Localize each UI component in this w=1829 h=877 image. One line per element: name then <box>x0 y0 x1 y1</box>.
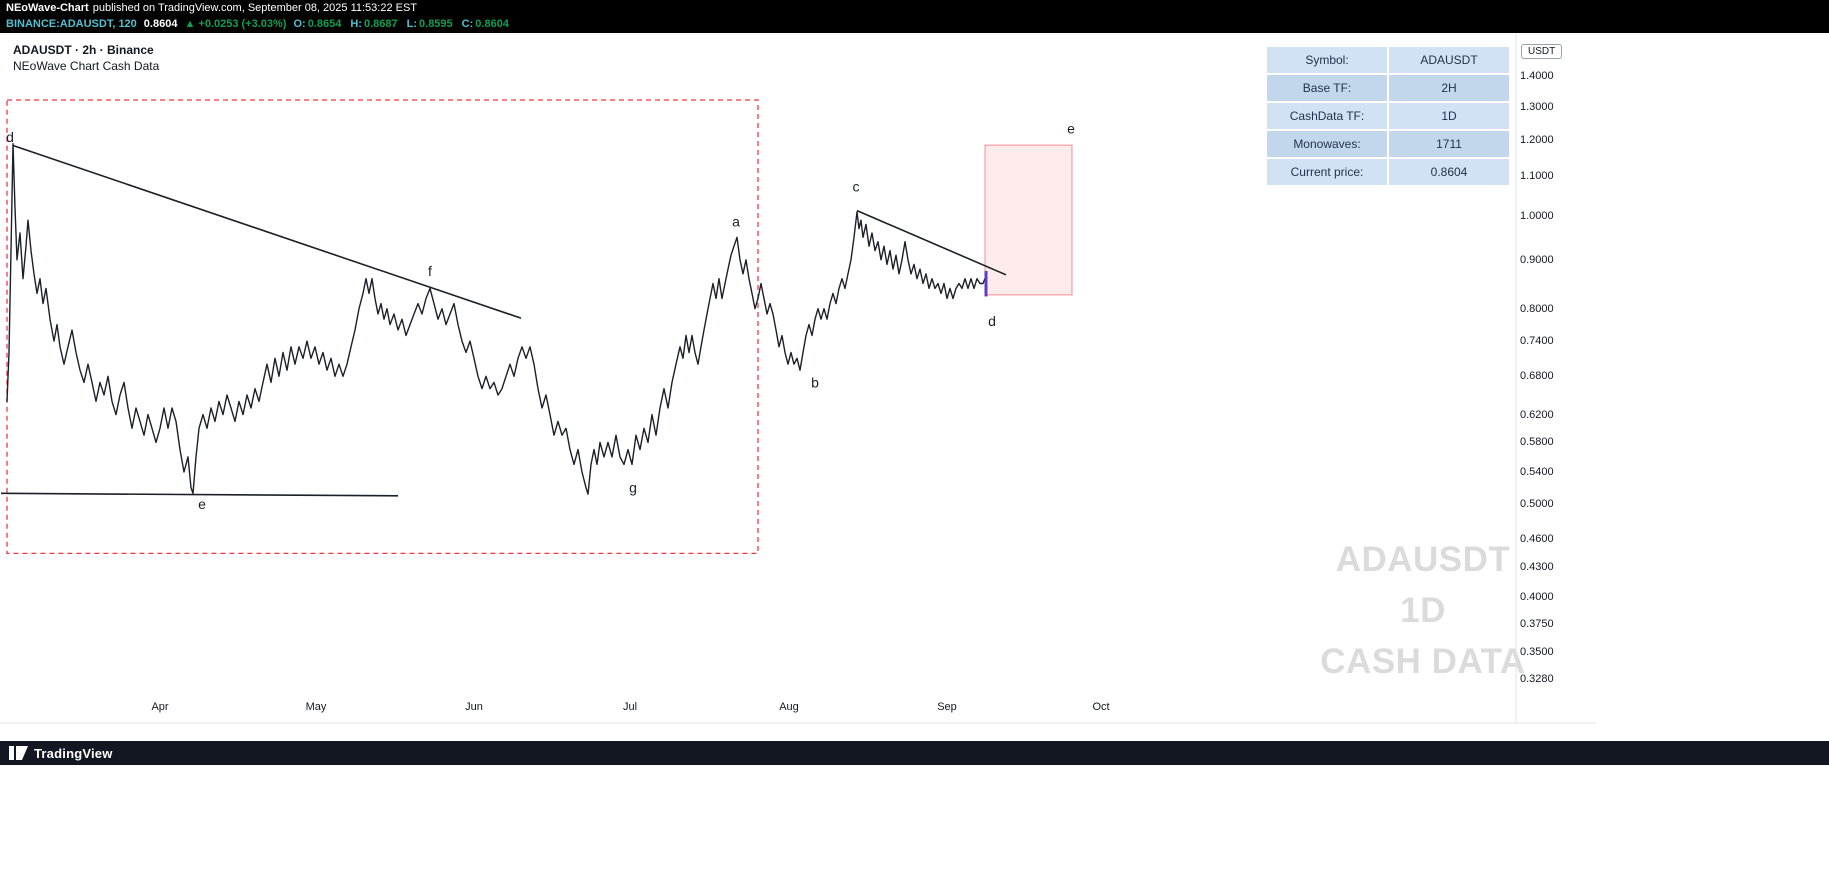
time-axis-label: Oct <box>1092 701 1110 713</box>
price-change-label: ▲ +0.0253 (+3.03%) <box>184 18 287 30</box>
price-axis-label: 0.8000 <box>1520 303 1554 315</box>
info-table-row: Current price: 0.8604 <box>1267 159 1509 185</box>
ohlc-values: O: 0.8654 H: 0.8687 L: 0.8595 C: 0.8604 <box>293 16 508 33</box>
price-axis-label: 0.6200 <box>1520 409 1554 421</box>
publish-bar: NEoWave-Chart published on TradingView.co… <box>0 0 1829 16</box>
time-axis-label: May <box>305 701 327 713</box>
price-axis-label: 0.5000 <box>1520 498 1554 510</box>
chart-watermark: ADAUSDT 1D CASH DATA <box>1233 534 1613 687</box>
info-table-label: Base TF: <box>1267 75 1387 101</box>
ohlc-label: H: <box>350 18 362 30</box>
publish-info: published on TradingView.com, September … <box>92 2 418 14</box>
tradingview-logo-icon <box>9 746 28 760</box>
ohlc-value: 0.8654 <box>307 18 342 30</box>
price-axis-label: 0.3750 <box>1520 618 1554 630</box>
price-axis-label: 0.4000 <box>1520 591 1554 603</box>
ohlc-h: H: 0.8687 <box>350 16 397 33</box>
price-axis-label: 0.3500 <box>1520 646 1554 658</box>
info-table-value: 2H <box>1389 75 1509 101</box>
tradingview-link[interactable]: TradingView <box>9 746 113 761</box>
projection-box <box>984 144 1073 296</box>
price-axis-label: 1.2000 <box>1520 134 1554 146</box>
price-axis: 1.4000 1.3000 1.2000 1.1000 1.0000 0.9000 0.80… <box>1520 0 1596 877</box>
price-axis-label: 1.4000 <box>1520 70 1554 82</box>
trend-line <box>856 209 1007 276</box>
publisher-name: NEoWave-Chart <box>6 2 89 14</box>
wave-label: a <box>732 213 740 229</box>
ohlc-value: 0.8604 <box>475 18 509 30</box>
price-axis-unit: USDT <box>1521 44 1563 59</box>
wave-label: e <box>198 496 206 512</box>
quote-bar: BINANCE:ADAUSDT, 120 0.8604 ▲ +0.0253 (+… <box>0 16 1829 33</box>
trend-line <box>0 492 399 497</box>
wave-label: b <box>811 374 819 390</box>
info-table-row: Base TF: 2H <box>1267 75 1509 101</box>
price-axis-label: 0.9000 <box>1520 254 1554 266</box>
footer-bar: TradingView <box>0 741 1829 765</box>
tradingview-brand: TradingView <box>34 745 113 761</box>
symbol-interval-label: BINANCE:ADAUSDT, 120 <box>6 18 137 30</box>
wave-label: f <box>428 263 432 279</box>
ohlc-c: C: 0.8604 <box>462 16 509 33</box>
time-axis: Apr May Jun Jul Aug Sep Oct <box>0 701 1516 717</box>
info-table-label: Current price: <box>1267 159 1387 185</box>
chart-title: ADAUSDT · 2h · Binance <box>13 43 154 57</box>
info-table-row: Monowaves: 1711 <box>1267 131 1509 157</box>
price-axis-label: 1.1000 <box>1520 170 1554 182</box>
price-axis-label: 0.4300 <box>1520 561 1554 573</box>
ohlc-o: O: 0.8654 <box>293 16 341 33</box>
price-axis-label: 0.6800 <box>1520 370 1554 382</box>
wave-label: d <box>6 129 14 145</box>
watermark-type: CASH DATA <box>1320 642 1526 681</box>
ohlc-value: 0.8595 <box>419 18 453 30</box>
wave-label: e <box>1067 121 1075 137</box>
info-table-label: Monowaves: <box>1267 131 1387 157</box>
price-axis-label: 0.5800 <box>1520 436 1554 448</box>
wave-label: c <box>853 179 860 195</box>
wave-label: g <box>629 480 637 496</box>
ohlc-label: L: <box>406 18 418 30</box>
ohlc-value: 0.8687 <box>363 18 398 30</box>
price-axis-label: 0.4600 <box>1520 533 1554 545</box>
time-axis-label: Sep <box>937 701 957 713</box>
ohlc-l: L: 0.8595 <box>407 16 453 33</box>
info-table-row: Symbol: ADAUSDT <box>1267 47 1509 73</box>
price-axis-label: 1.3000 <box>1520 101 1554 113</box>
wave-label: d <box>988 313 996 329</box>
info-table-label: CashData TF: <box>1267 103 1387 129</box>
ohlc-label: O: <box>293 18 306 30</box>
info-table-label: Symbol: <box>1267 47 1387 73</box>
last-price-label: 0.8604 <box>143 18 178 30</box>
watermark-timeframe: 1D <box>1400 591 1446 630</box>
chart-legend: ADAUSDT · 2h · Binance NEoWave Chart Cas… <box>13 43 159 75</box>
watermark-symbol: ADAUSDT <box>1335 540 1511 579</box>
info-table-value: 1711 <box>1389 131 1509 157</box>
time-axis-label: Apr <box>151 701 169 713</box>
info-table-value: 0.8604 <box>1389 159 1509 185</box>
info-table-value: 1D <box>1389 103 1509 129</box>
price-axis-label: 0.7400 <box>1520 335 1554 347</box>
price-axis-label: 1.0000 <box>1520 210 1554 222</box>
info-table-row: CashData TF: 1D <box>1267 103 1509 129</box>
info-table-value: ADAUSDT <box>1389 47 1509 73</box>
price-line <box>6 142 986 495</box>
info-table: Symbol: ADAUSDT Base TF: 2H CashData TF: 1D Mo… <box>1265 45 1511 187</box>
time-axis-label: Jul <box>622 701 638 713</box>
price-axis-label: 0.3280 <box>1520 673 1554 685</box>
trend-line <box>12 144 522 319</box>
chart-subtitle: NEoWave Chart Cash Data <box>13 59 160 73</box>
time-axis-label: Jun <box>465 701 483 713</box>
time-axis-label: Aug <box>779 701 799 713</box>
dashed-region-box <box>6 99 759 555</box>
ohlc-label: C: <box>461 18 474 30</box>
price-axis-label: 0.5400 <box>1520 466 1554 478</box>
